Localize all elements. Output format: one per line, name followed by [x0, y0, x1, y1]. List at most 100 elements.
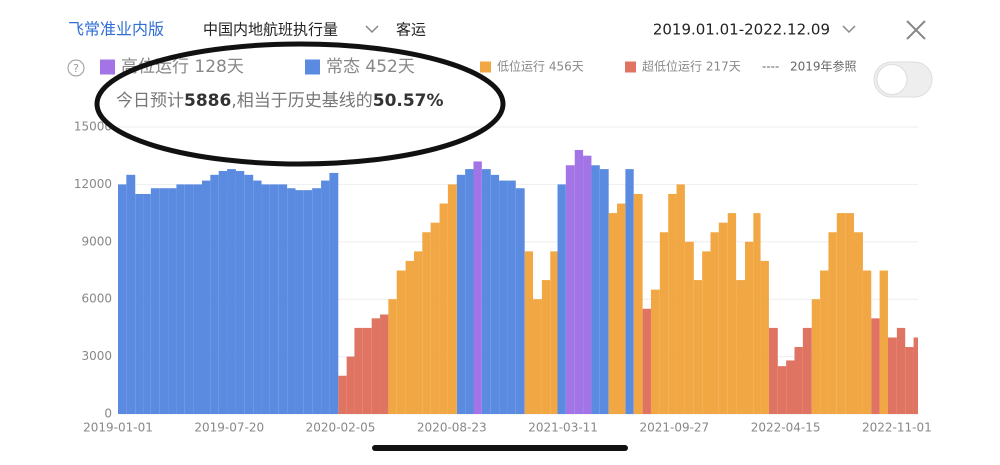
bar — [295, 190, 304, 414]
bar — [862, 270, 872, 414]
close-button[interactable] — [906, 20, 926, 40]
bar — [836, 213, 846, 414]
bar — [202, 180, 211, 414]
bar — [465, 169, 474, 414]
bar — [541, 280, 551, 414]
bar — [786, 360, 795, 414]
y-tick-label: 6000 — [81, 292, 112, 306]
reference-dash: ---- — [762, 60, 779, 74]
bar — [896, 327, 906, 414]
x-tick-label: 2020-02-05 — [306, 421, 376, 435]
summary-prefix: 今日预计 — [116, 91, 184, 111]
bar — [269, 184, 279, 414]
bar — [481, 169, 491, 414]
home-indicator — [372, 445, 628, 451]
bar — [321, 180, 330, 414]
help-icon-glyph: ? — [73, 62, 79, 75]
bar — [422, 232, 431, 414]
x-tick-label: 2021-09-27 — [639, 421, 709, 435]
bar — [845, 213, 855, 414]
legend-swatch — [625, 61, 636, 73]
legend-swatch — [100, 59, 115, 75]
bar — [396, 270, 406, 414]
y-tick-label: 0 — [104, 407, 112, 421]
bar — [193, 184, 203, 414]
annotation-ellipse — [94, 41, 506, 167]
x-tick-label: 2021-03-11 — [528, 421, 598, 435]
bar — [811, 299, 821, 414]
bar — [490, 174, 500, 414]
bar — [676, 184, 685, 414]
bar — [617, 203, 626, 414]
bar — [550, 251, 558, 414]
legend-label: 超低位运行 217天 — [642, 59, 741, 74]
bar — [524, 251, 534, 414]
legend-swatch — [480, 61, 491, 73]
bar — [184, 184, 194, 414]
bar — [591, 165, 600, 414]
x-tick-label: 2022-04-15 — [751, 421, 821, 435]
bar — [278, 184, 288, 414]
bar — [346, 356, 355, 414]
bar — [210, 174, 219, 414]
bar — [828, 232, 837, 414]
legend-label: 低位运行 456天 — [497, 59, 584, 74]
bar — [557, 184, 566, 414]
bar — [887, 337, 897, 414]
dropdown-icon[interactable] — [842, 25, 856, 34]
legend-swatch — [305, 59, 320, 75]
x-tick-label: 2020-08-23 — [417, 421, 487, 435]
bar — [312, 188, 322, 414]
bar — [574, 149, 584, 414]
x-tick-label: 2022-11-01 — [862, 421, 932, 435]
bar — [702, 251, 711, 414]
y-tick-label: 15000 — [74, 120, 112, 134]
bar — [430, 222, 440, 414]
bar — [794, 347, 803, 414]
bar — [659, 232, 669, 414]
bar — [150, 188, 160, 414]
bar — [253, 180, 262, 414]
bar — [329, 172, 339, 414]
mode-select[interactable]: 客运 — [396, 21, 426, 39]
bar — [871, 318, 880, 414]
bar — [879, 270, 888, 414]
bar — [244, 174, 254, 414]
bar — [684, 241, 694, 414]
bar — [126, 174, 136, 414]
bar — [338, 375, 347, 414]
bar — [768, 327, 778, 414]
bar — [583, 155, 592, 414]
bar — [777, 366, 787, 414]
bar — [642, 308, 651, 414]
bar — [507, 180, 516, 414]
help-icon[interactable] — [67, 59, 85, 77]
y-tick-label: 3000 — [81, 349, 112, 363]
bar — [143, 193, 151, 414]
bar — [261, 184, 270, 414]
bar — [625, 169, 634, 414]
bar — [456, 174, 466, 414]
bar — [727, 213, 737, 414]
bar — [473, 161, 482, 414]
bar — [650, 289, 660, 414]
toggle-knob — [876, 64, 908, 95]
bar — [753, 213, 761, 414]
date-range[interactable]: 2019.01.01-2022.12.09 — [653, 21, 830, 39]
bar — [515, 188, 525, 414]
bar — [447, 184, 457, 414]
bar — [608, 213, 618, 414]
reference-label: 2019年参照 — [790, 59, 857, 74]
bar — [499, 180, 508, 414]
bar — [633, 193, 643, 414]
bar — [159, 188, 169, 414]
bar — [905, 347, 914, 414]
bar — [668, 193, 677, 414]
metric-select[interactable]: 中国内地航班执行量 — [203, 21, 338, 39]
bar — [135, 193, 144, 414]
x-tick-label: 2019-07-20 — [194, 421, 264, 435]
dropdown-icon[interactable] — [365, 25, 379, 34]
bar — [599, 169, 609, 414]
bar — [235, 171, 245, 414]
